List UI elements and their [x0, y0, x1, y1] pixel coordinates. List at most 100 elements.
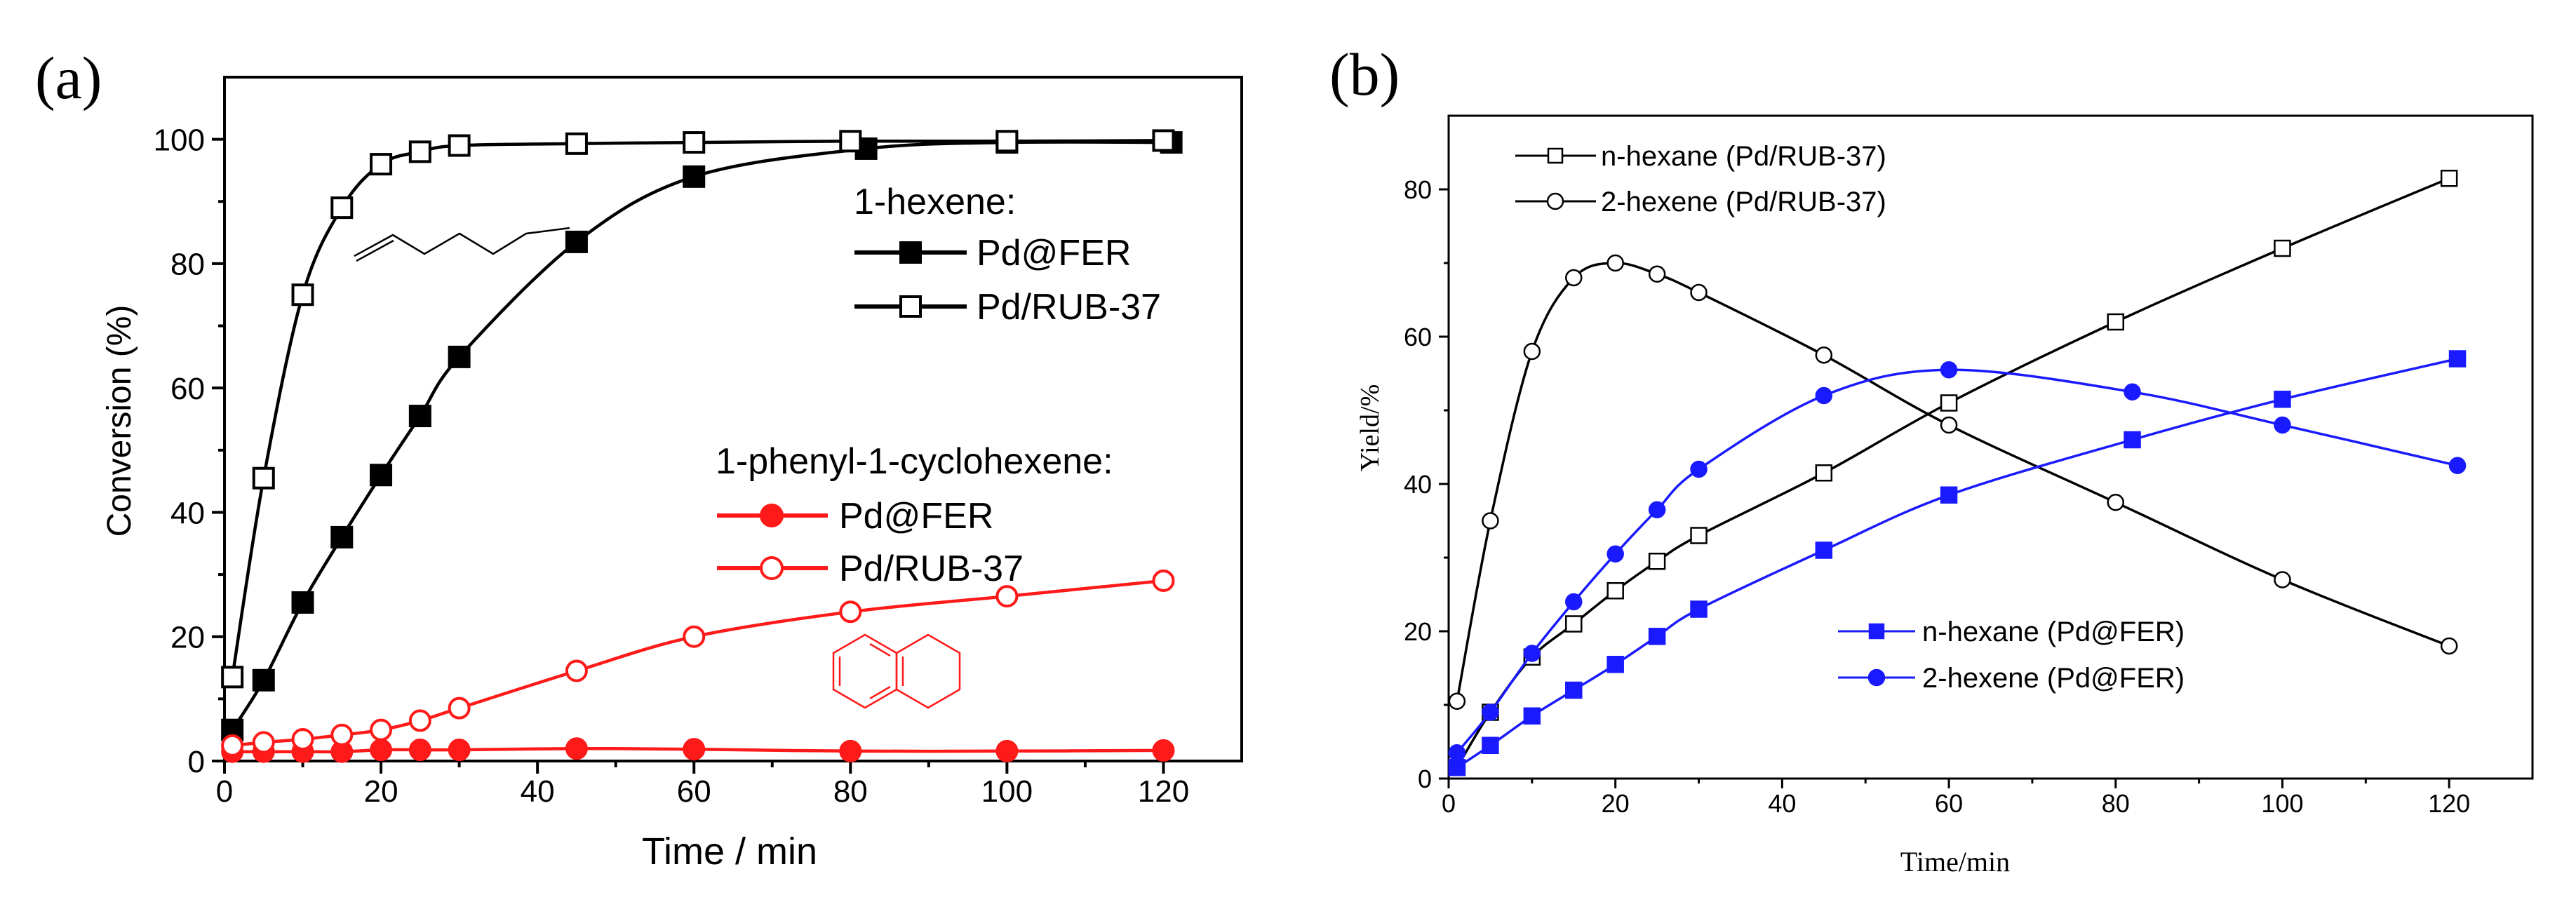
- panel-a-series-1-point: [291, 283, 314, 307]
- panel-a-series-3-point: [683, 625, 706, 648]
- legend-b-text-nhexane-pdrub: n-hexane (Pd/RUB-37): [1601, 141, 1886, 172]
- panel-a-plot-frame: [223, 76, 1243, 762]
- legend-a-text-phenyl-pdrub: Pd/RUB-37: [839, 548, 1024, 589]
- legend-a-heading-hexene: 1-hexene:: [854, 182, 1016, 222]
- panel-b-x-label: Time/min: [1900, 846, 2010, 877]
- panel-b-series-2-point: [1648, 628, 1666, 645]
- panel-a-series-1-point: [221, 666, 244, 689]
- legend-b-text-2hexene-pdrub: 2-hexene (Pd/RUB-37): [1601, 187, 1886, 217]
- panel-b-series-2-point: [2448, 350, 2467, 368]
- panel-a-series-0-point: [683, 165, 706, 188]
- panel-a-series-3-point: [370, 718, 393, 741]
- panel-b-series-1-point: [2274, 571, 2291, 588]
- legend-a-marker-phenyl-pdfer: [760, 504, 784, 527]
- panel-b-series-3-point: [1606, 545, 1624, 563]
- panel-a-series-0-point: [330, 525, 354, 548]
- panel-b-series-1-point: [1690, 283, 1708, 302]
- panel-b-y-tick-label: 40: [1404, 470, 1432, 499]
- panel-a-series-2-line: [232, 747, 1164, 754]
- panel-a-y-tick-label: 40: [170, 496, 205, 530]
- panel-a-series-1-point: [252, 466, 275, 490]
- panel-b-series-3-point: [1648, 501, 1666, 518]
- panel-b-y-label: Yield/%: [1355, 384, 1385, 472]
- panel-b-series-0-point: [1648, 553, 1666, 570]
- legend-a-item-hexene-pdfer: Pd@FER: [854, 233, 1131, 274]
- phenylcyclohexene-structure-icon: [832, 633, 961, 709]
- panel-b-x-tick-label: 80: [2102, 789, 2130, 818]
- legend-a-marker-hexene-pdrub: [899, 295, 922, 318]
- panel-a-series-1-point: [330, 196, 354, 220]
- panel-b-series-3-point: [1690, 460, 1708, 478]
- panel-a-series-1-line: [230, 139, 1164, 678]
- panel-b-series-0-point: [1606, 582, 1624, 600]
- panel-b-series-2-point: [1482, 736, 1499, 754]
- panel-a-series-0-point: [565, 230, 588, 253]
- panel-b-series-2-point: [1815, 541, 1833, 559]
- panel-b-y-tick-label: 60: [1404, 323, 1432, 351]
- panel-a-y-tick-label: 0: [188, 745, 205, 779]
- panel-a-series-3-point: [839, 600, 862, 624]
- panel-a-series-1-point: [448, 134, 471, 157]
- panel-a-x-tick-label: 80: [833, 774, 868, 809]
- panel-a-series-3-point: [221, 734, 244, 757]
- panel-b-series-1-point: [1448, 692, 1466, 710]
- panel-b-series-2-point: [1448, 759, 1466, 776]
- panel-b-series-3-point: [1448, 744, 1466, 762]
- panel-a: (a) 0 20 40 60 80 100 120 0 20 40 60 80 100 Conversi…: [35, 44, 1243, 873]
- panel-b-series-0-point: [2440, 170, 2458, 187]
- panel-a-series-2-point: [565, 737, 588, 760]
- legend-b-marker-nhexane-pdrub: [1547, 147, 1564, 164]
- panel-b-series-3-point: [1565, 593, 1583, 611]
- panel-b-series-1-point: [1940, 416, 1958, 434]
- panel-b-series-3-point: [2274, 416, 2291, 434]
- panel-b-x-tick-label: 20: [1602, 789, 1630, 818]
- panel-b-series-2-point: [1565, 681, 1583, 699]
- panel-a-series-0-point: [448, 345, 471, 368]
- legend-a-text-phenyl-pdfer: Pd@FER: [839, 496, 993, 537]
- panel-a-x-tick-label: 40: [521, 774, 555, 809]
- panel-a-series-3-point: [330, 723, 354, 746]
- panel-b-series-1-point: [1648, 265, 1666, 283]
- panel-b-series-3-line: [1456, 368, 2458, 754]
- panel-b-x-tick-label: 40: [1768, 789, 1796, 818]
- legend-b-marker-2hexene-pdrub: [1546, 192, 1564, 210]
- panel-a-x-tick-label: 0: [216, 774, 233, 809]
- legend-a-marker-hexene-pdfer: [899, 241, 922, 264]
- panel-a-plot: 0 20 40 60 80 100 120 0 20 40 60 80 100: [154, 76, 1243, 809]
- panel-b-x-tick-label: 0: [1442, 789, 1456, 818]
- legend-b-item-2hexene-pdrub: 2-hexene (Pd/RUB-37): [1515, 187, 1886, 217]
- panel-a-series-0-point: [408, 405, 431, 428]
- panel-a-series-1-point: [995, 130, 1019, 153]
- panel-b-series-0-point: [1690, 527, 1708, 544]
- panel-a-series-1-point: [1152, 129, 1175, 152]
- panel-b-series-1-point: [1815, 346, 1833, 364]
- panel-b-y-tick-label: 0: [1418, 765, 1432, 793]
- panel-b-plot-frame: [1447, 114, 2534, 780]
- panel-b-series-3-point: [2124, 383, 2141, 400]
- panel-b-series-0-point: [2274, 239, 2291, 257]
- panel-a-series-0-point: [291, 591, 314, 614]
- panel-b-series-3-point: [1815, 386, 1833, 405]
- panel-b-series-1-point: [1565, 269, 1583, 287]
- panel-a-series-0-point: [252, 668, 275, 692]
- panel-b-series-3-point: [2448, 457, 2467, 474]
- panel-a-series-1-point: [370, 153, 393, 176]
- panel-a-series-2-point: [408, 739, 431, 762]
- panel-a-series-2-point: [683, 738, 706, 761]
- hexene-structure-icon: [354, 227, 570, 262]
- panel-a-series-2-point: [995, 739, 1019, 762]
- panel-b-series-2-point: [1606, 656, 1624, 673]
- panel-b-series-0-point: [1940, 394, 1958, 412]
- panel-b-series-2-point: [1523, 707, 1541, 725]
- panel-a-x-tick-label: 100: [981, 774, 1033, 809]
- panel-a-x-tick-label: 120: [1138, 774, 1189, 809]
- panel-a-series-3-point: [448, 696, 471, 720]
- panel-b-plot: 0 20 40 60 80 100 120 0 20 40 60 80: [1404, 114, 2534, 818]
- panel-a-series-3-point: [252, 731, 275, 754]
- panel-b-series-1-point: [1482, 512, 1499, 530]
- panel-b-series-0-point: [1815, 464, 1833, 482]
- panel-a-series-3-line: [232, 579, 1164, 748]
- legend-a-item-phenyl-pdfer: Pd@FER: [717, 496, 993, 537]
- panel-b-x-tick-label: 60: [1935, 789, 1963, 818]
